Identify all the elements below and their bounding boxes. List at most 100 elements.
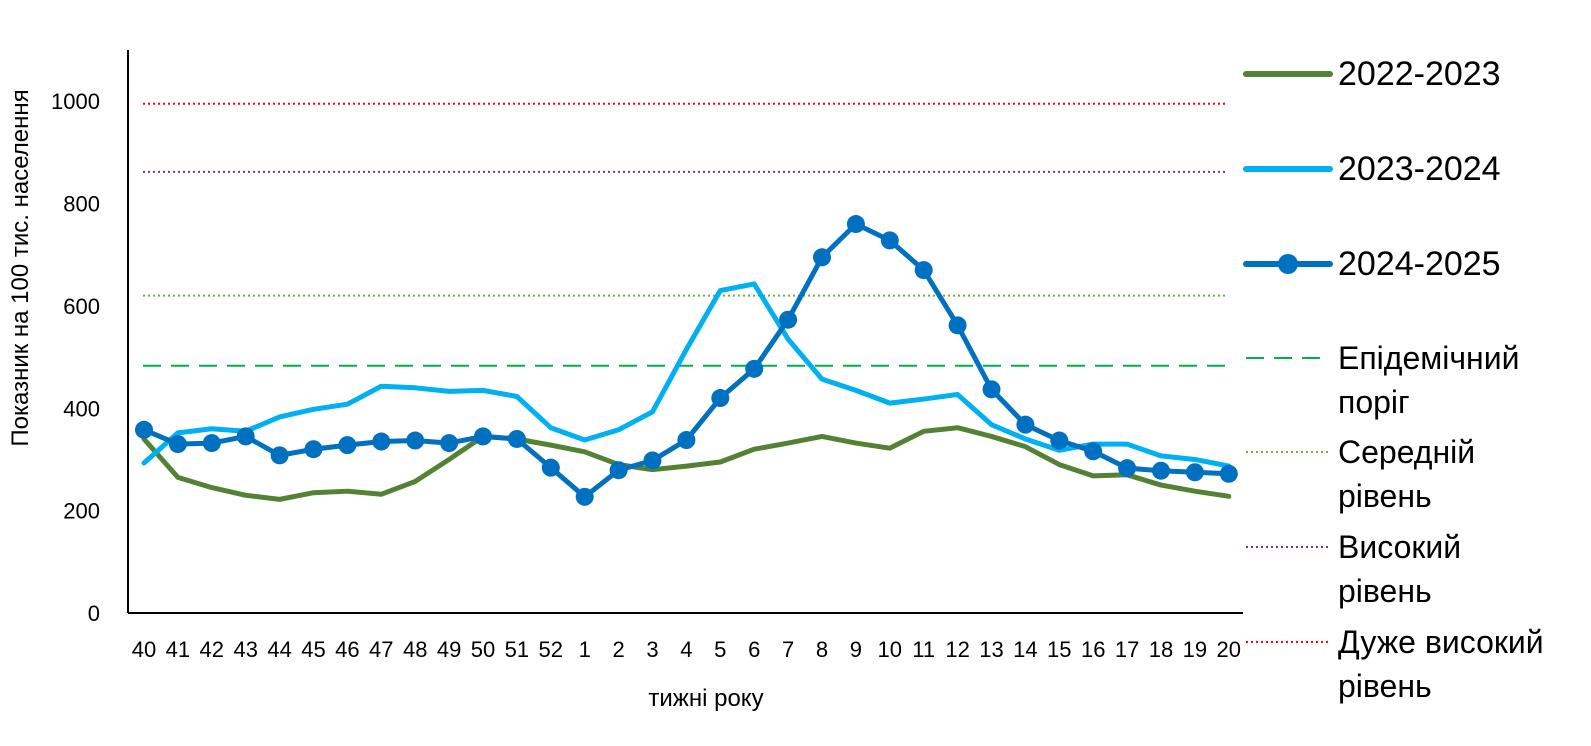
y-tick-label: 200 [63, 499, 100, 524]
data-point-2024-2025 [677, 431, 696, 450]
x-tick-label: 51 [505, 637, 529, 662]
data-point-2024-2025 [643, 451, 662, 470]
data-point-2024-2025 [135, 420, 153, 439]
x-tick-label: 5 [714, 637, 726, 662]
data-point-2024-2025 [236, 427, 255, 446]
x-tick-label: 20 [1217, 637, 1241, 662]
x-tick-label: 40 [132, 637, 156, 662]
legend-swatch [1243, 254, 1333, 274]
legend-swatch [1243, 166, 1333, 172]
y-tick-labels: 0 200 400 600 800 1000 [51, 89, 100, 626]
data-point-2024-2025 [982, 380, 1001, 399]
legend-label: Високий рівень [1338, 529, 1462, 609]
data-point-2024-2025 [575, 487, 594, 506]
x-tick-label: 50 [471, 637, 495, 662]
x-axis-label: тижні року [648, 685, 763, 712]
data-point-2024-2025 [1118, 459, 1137, 478]
x-tick-label: 45 [301, 637, 325, 662]
x-tick-label: 46 [335, 637, 359, 662]
legend-swatch [1246, 357, 1330, 359]
axes [127, 50, 1243, 614]
x-tick-label: 4 [680, 637, 692, 662]
data-point-2024-2025 [948, 316, 967, 335]
data-point-2024-2025 [1185, 463, 1204, 482]
data-point-2024-2025 [338, 436, 357, 455]
data-point-2024-2025 [711, 389, 730, 408]
y-tick-label: 0 [88, 601, 100, 626]
x-tick-label: 6 [748, 637, 760, 662]
x-tick-label: 10 [878, 637, 902, 662]
data-point-2024-2025 [779, 310, 798, 329]
legend-label: Дуже високий рівень [1338, 624, 1544, 704]
data-point-2024-2025 [609, 461, 628, 480]
data-point-2024-2025 [1219, 464, 1238, 483]
x-tick-label: 7 [782, 637, 794, 662]
x-tick-label: 41 [166, 637, 190, 662]
x-tick-label: 1 [579, 637, 591, 662]
y-tick-label: 400 [63, 396, 100, 421]
x-tick-label: 15 [1047, 637, 1071, 662]
legend-swatch [1243, 71, 1333, 77]
series-line-2022-2023 [141, 425, 1232, 502]
x-tick-label: 8 [816, 637, 828, 662]
x-tick-label: 9 [850, 637, 862, 662]
y-tick-label: 600 [63, 294, 100, 319]
legend-item: 2023-2024 [1240, 147, 1501, 191]
data-point-2024-2025 [474, 427, 492, 446]
data-point-2024-2025 [304, 440, 323, 459]
data-point-2024-2025 [1084, 442, 1103, 461]
legend-swatch [1246, 451, 1330, 453]
data-point-2024-2025 [745, 359, 764, 378]
series-line-2024-2025 [141, 221, 1232, 500]
data-point-2024-2025 [1050, 431, 1069, 450]
data-point-2024-2025 [406, 431, 425, 450]
x-tick-label: 42 [200, 637, 224, 662]
x-tick-label: 44 [267, 637, 291, 662]
legend-label: 2022-2023 [1338, 55, 1501, 93]
data-point-2024-2025 [372, 432, 391, 451]
x-tick-label: 14 [1013, 637, 1037, 662]
legend-label: Епідемічний поріг [1338, 340, 1520, 420]
legend-swatch [1246, 546, 1330, 548]
legend-label: 2024-2025 [1338, 245, 1501, 283]
x-tick-label: 43 [233, 637, 257, 662]
x-tick-label: 11 [912, 637, 935, 662]
x-tick-label: 18 [1149, 637, 1173, 662]
legend-item: Високий рівень [1240, 525, 1461, 613]
data-point-2024-2025 [1016, 415, 1035, 434]
x-tick-label: 13 [979, 637, 1003, 662]
x-tick-label: 48 [403, 637, 427, 662]
series-line-2023-2024 [141, 281, 1232, 469]
legend-item: Середній рівень [1240, 430, 1475, 518]
x-tick-label: 49 [437, 637, 461, 662]
reference-lines [143, 102, 1228, 367]
data-point-2024-2025 [168, 435, 187, 454]
x-tick-label: 12 [945, 637, 969, 662]
data-point-2024-2025 [270, 446, 289, 465]
x-tick-label: 16 [1081, 637, 1105, 662]
x-tick-label: 3 [646, 637, 658, 662]
y-tick-label: 1000 [51, 89, 100, 114]
data-point-2024-2025 [507, 429, 526, 448]
x-tick-label: 17 [1115, 637, 1139, 662]
data-point-2024-2025 [813, 248, 831, 267]
legend-label: Середній рівень [1338, 434, 1476, 514]
data-point-2024-2025 [1152, 461, 1170, 480]
y-tick-label: 800 [63, 192, 100, 217]
data-point-2024-2025 [914, 261, 933, 280]
x-tick-label: 19 [1183, 637, 1207, 662]
data-point-2024-2025 [541, 458, 560, 477]
legend-label: 2023-2024 [1338, 150, 1501, 188]
x-tick-label: 2 [612, 637, 624, 662]
legend-item: Епідемічний поріг [1240, 336, 1519, 424]
legend-item: 2024-2025 [1240, 242, 1501, 286]
data-point-2024-2025 [440, 434, 459, 453]
x-tick-labels: 40 41 42 43 44 45 46 47 48 49 50 51 52 1 2 3 4 5 6 7 8 9 10 11 1… [132, 637, 1241, 662]
legend-swatch [1246, 641, 1330, 643]
data-point-2024-2025 [846, 215, 865, 234]
data-point-2024-2025 [880, 231, 899, 250]
series-lines [135, 215, 1238, 506]
data-point-2024-2025 [202, 434, 221, 453]
y-axis-label: Показник на 100 тис. населення [7, 89, 34, 446]
legend-item: Дуже високий рівень [1240, 620, 1544, 708]
